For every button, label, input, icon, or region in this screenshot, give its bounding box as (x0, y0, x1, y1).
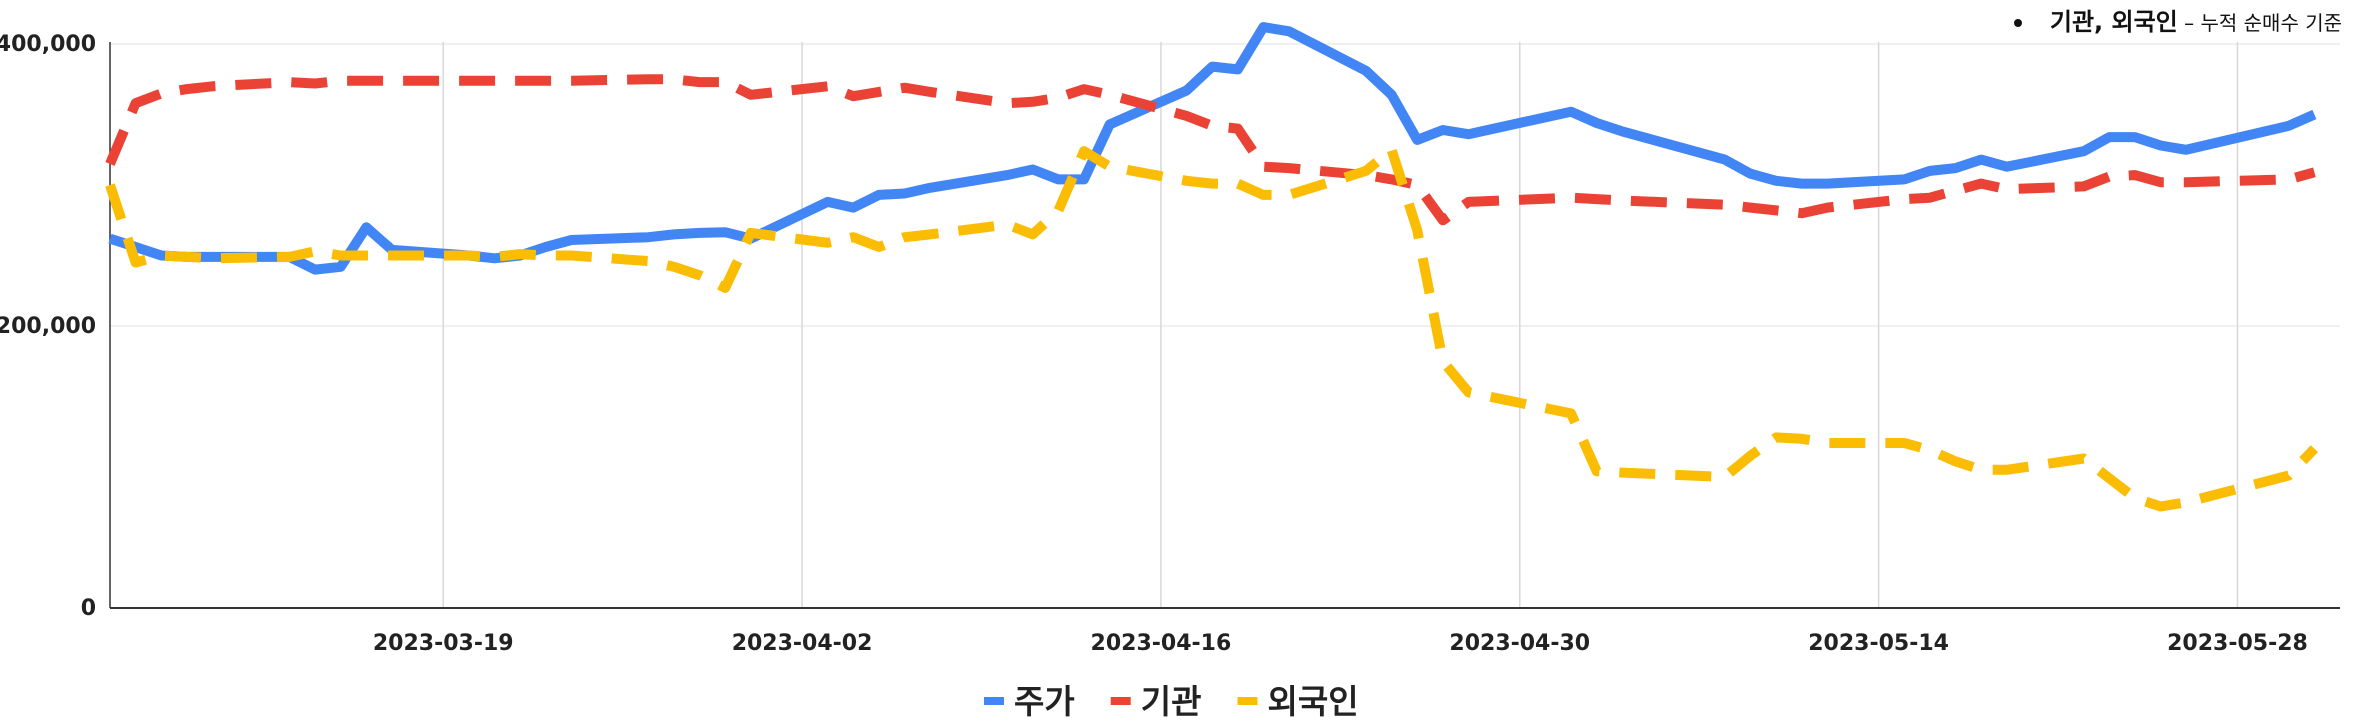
x-tick-label: 2023-03-19 (373, 631, 514, 656)
bullet-icon (2013, 19, 2022, 27)
y-tick-label: 0 (81, 596, 96, 621)
legend-label: 외국인 (1267, 682, 1358, 721)
x-tick-label: 2023-04-30 (1449, 631, 1590, 656)
legend-label: 기관 (1141, 682, 1202, 721)
y-tick-label: 200,000 (0, 314, 96, 339)
series-line-3 (105, 144, 2319, 512)
series-line-2 (105, 74, 2316, 226)
y-tick-label: 400,000 (0, 32, 96, 57)
note-highlight: 기관, 외국인 (2049, 8, 2178, 36)
x-tick-label: 2023-04-02 (732, 631, 873, 656)
x-tick-label: 2023-05-14 (1808, 631, 1949, 656)
note-description: – 누적 순매수 기준 (2177, 11, 2342, 35)
x-tick-label: 2023-05-28 (2167, 631, 2308, 656)
legend-label: 주가 (1014, 682, 1075, 721)
chart-note: 기관, 외국인 – 누적 순매수 기준 (2013, 2, 2342, 37)
series-line-1 (108, 22, 2317, 275)
x-tick-label: 2023-04-16 (1091, 631, 1232, 656)
